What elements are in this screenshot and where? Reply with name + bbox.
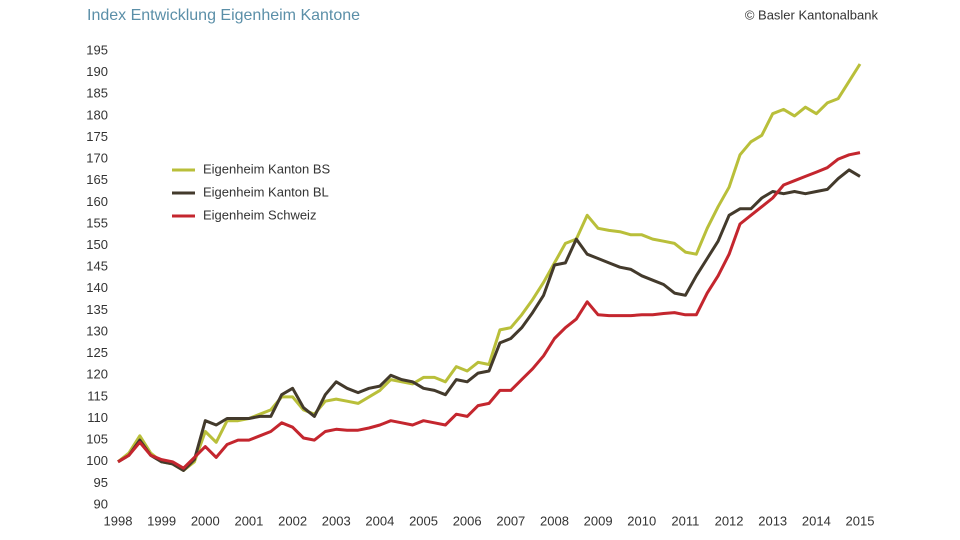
x-tick-label: 2007 (496, 513, 525, 528)
y-tick-label: 160 (86, 194, 108, 209)
x-tick-label: 2008 (540, 513, 569, 528)
y-tick-label: 110 (87, 410, 108, 425)
y-tick-label: 100 (86, 453, 108, 468)
x-tick-label: 2013 (758, 513, 787, 528)
x-tick-label: 2000 (191, 513, 220, 528)
legend-label: Eigenheim Kanton BS (203, 161, 331, 176)
source: © Basler Kantonalbank (745, 7, 879, 22)
y-tick-label: 165 (86, 172, 108, 187)
x-tick-label: 2005 (409, 513, 438, 528)
y-tick-label: 180 (86, 107, 108, 122)
y-tick-label: 95 (94, 475, 108, 490)
legend-label: Eigenheim Schweiz (203, 207, 316, 222)
y-tick-label: 120 (86, 367, 108, 382)
x-tick-label: 1998 (104, 513, 133, 528)
y-tick-label: 155 (86, 215, 108, 230)
y-tick-label: 140 (86, 280, 108, 295)
x-tick-label: 2001 (234, 513, 263, 528)
x-tick-label: 2012 (715, 513, 744, 528)
y-tick-label: 130 (86, 323, 108, 338)
series-line (117, 168, 861, 472)
x-tick-label: 2002 (278, 513, 307, 528)
y-tick-label: 125 (86, 345, 108, 360)
y-tick-label: 190 (86, 64, 108, 79)
x-tick-label: 2003 (322, 513, 351, 528)
y-tick-label: 115 (87, 388, 108, 403)
x-tick-label: 2015 (846, 513, 875, 528)
chart-title: Index Entwicklung Eigenheim Kantone (87, 7, 360, 24)
y-tick-label: 195 (86, 42, 108, 57)
y-tick-label: 185 (86, 86, 108, 101)
y-tick-label: 175 (86, 129, 108, 144)
y-tick-label: 90 (94, 496, 108, 511)
y-tick-label: 145 (86, 259, 108, 274)
x-tick-label: 2014 (802, 513, 831, 528)
series-line (117, 63, 862, 472)
legend-label: Eigenheim Kanton BL (203, 184, 329, 199)
x-tick-label: 2006 (453, 513, 482, 528)
x-tick-label: 2010 (627, 513, 656, 528)
y-tick-label: 170 (86, 151, 108, 166)
series-line (117, 151, 861, 470)
x-tick-label: 2004 (365, 513, 394, 528)
y-tick-label: 150 (86, 237, 108, 252)
y-tick-label: 135 (86, 302, 108, 317)
x-tick-label: 2011 (671, 513, 699, 528)
y-tick-label: 105 (86, 432, 108, 447)
x-tick-label: 2009 (584, 513, 613, 528)
x-tick-label: 1999 (147, 513, 176, 528)
